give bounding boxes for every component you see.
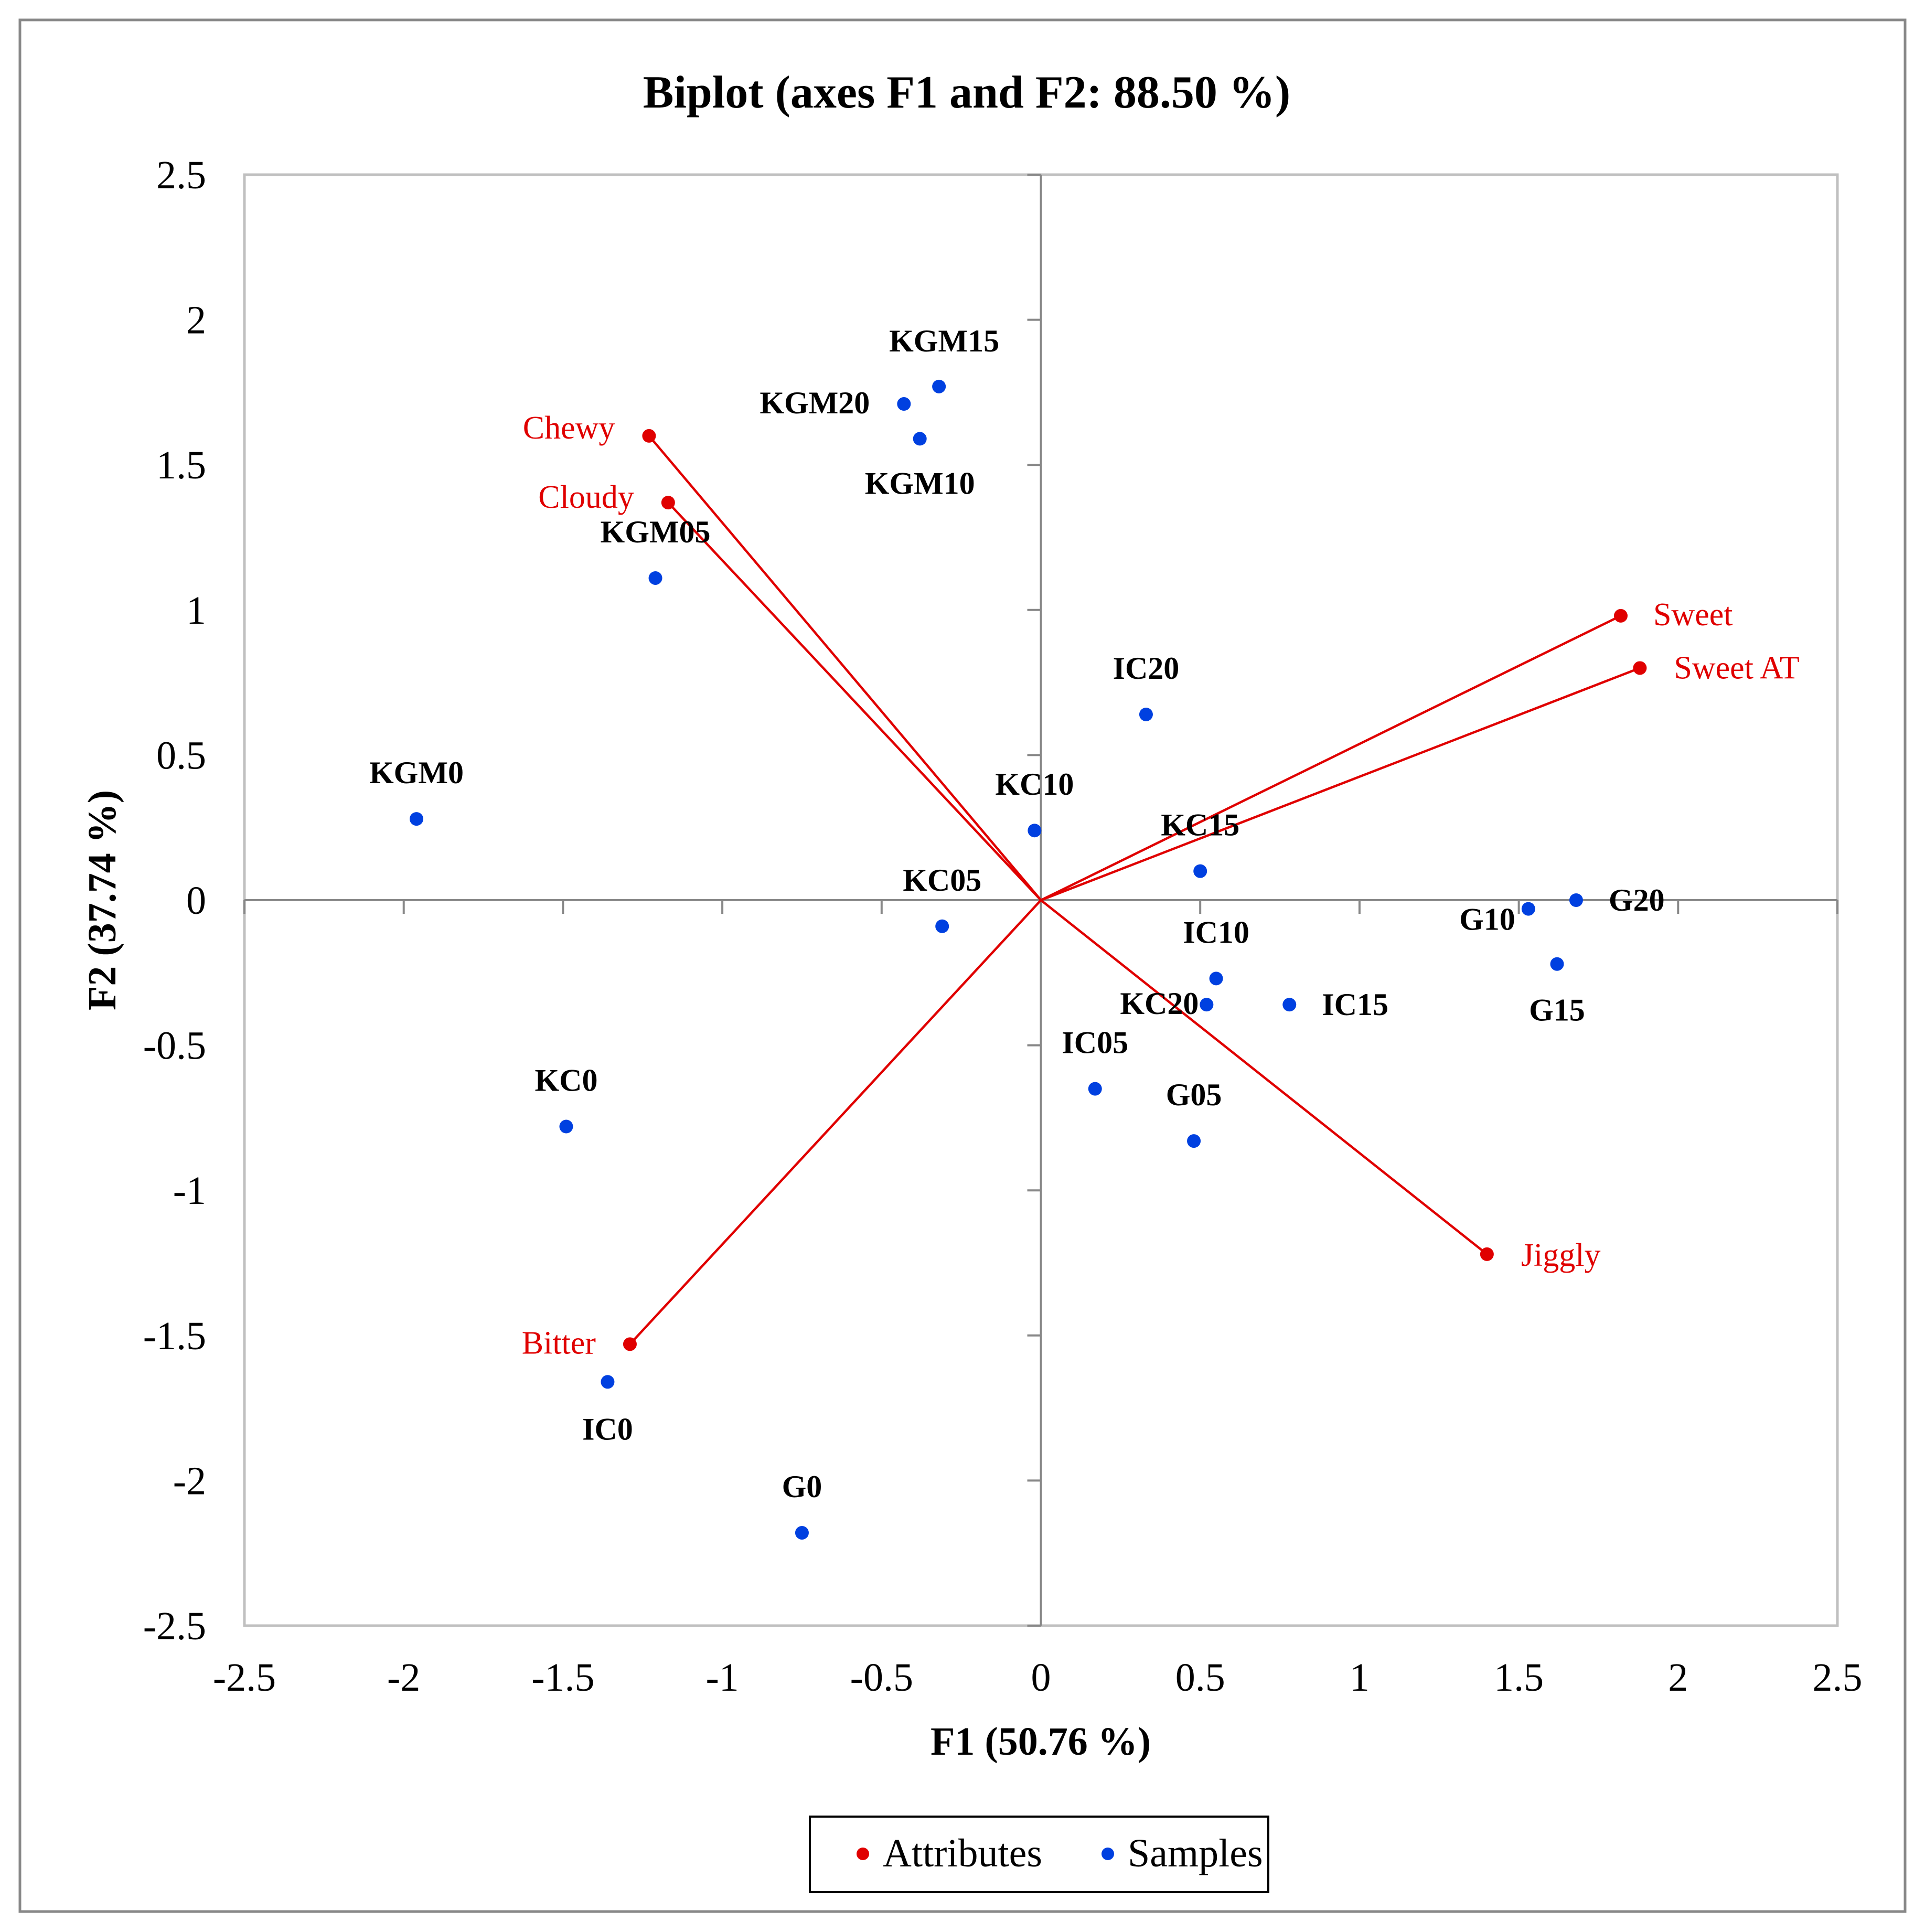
y-tick-label: 2: [186, 298, 206, 343]
legend-label-samples: Samples: [1128, 1831, 1263, 1875]
y-tick-label: -2: [173, 1459, 206, 1503]
sample-point-g10: [1521, 902, 1535, 916]
y-tick-label: 0.5: [156, 733, 206, 777]
sample-label-ic15: IC15: [1322, 987, 1388, 1022]
vector-chewy: [648, 435, 1042, 901]
sample-point-g15: [1550, 957, 1564, 971]
sample-label-g0: G0: [782, 1469, 822, 1504]
legend-label-attributes: Attributes: [883, 1831, 1042, 1875]
sample-label-g05: G05: [1166, 1077, 1222, 1112]
sample-label-ic10: IC10: [1183, 915, 1249, 949]
sample-point-ic0: [601, 1375, 615, 1389]
x-axis-title: F1 (50.76 %): [931, 1720, 1151, 1764]
y-tick-label: 1.5: [156, 443, 206, 487]
sample-label-kc10: KC10: [995, 767, 1074, 802]
x-tick-label: 2: [1668, 1656, 1688, 1700]
sample-point-ic10: [1209, 972, 1223, 986]
y-axis-title: F2 (37.74 %): [80, 790, 124, 1010]
attribute-label-sweet-at: Sweet AT: [1674, 650, 1799, 686]
vector-jiggly: [1040, 899, 1488, 1255]
sample-label-kgm05: KGM05: [601, 515, 711, 549]
sample-label-ic0: IC0: [582, 1412, 633, 1446]
vector-bitter: [629, 899, 1042, 1345]
sample-point-kc0: [559, 1119, 573, 1134]
sample-label-g20: G20: [1609, 883, 1665, 917]
legend-marker-samples: [1101, 1848, 1114, 1860]
point-labels: Chewy Cloudy Sweet Sweet AT Jiggly Bitter KGM1…: [369, 324, 1800, 1504]
sample-point-g0: [795, 1525, 809, 1540]
sample-point-kgm20: [897, 397, 911, 411]
vector-cloudy: [667, 501, 1042, 901]
sample-label-kc15: KC15: [1161, 808, 1239, 842]
sample-point-kc15: [1193, 864, 1207, 878]
vector-sweet: [1040, 614, 1621, 902]
y-tick-label: 2.5: [156, 153, 206, 197]
sample-point-ic20: [1139, 707, 1153, 721]
attribute-label-bitter: Bitter: [522, 1325, 596, 1361]
x-tick-label: -2: [387, 1656, 420, 1700]
y-tick-label: 1: [186, 589, 206, 633]
attribute-label-cloudy: Cloudy: [538, 479, 634, 515]
x-tick-label: -2.5: [213, 1656, 276, 1700]
y-tick-label: -2.5: [143, 1604, 206, 1648]
sample-label-kc20: KC20: [1120, 986, 1199, 1021]
sample-point-kc10: [1028, 824, 1042, 838]
x-tick-label: 1: [1350, 1656, 1370, 1700]
legend-marker-attributes: [857, 1848, 869, 1860]
x-tick-label: 2.5: [1813, 1656, 1863, 1700]
attribute-point-jiggly: [1480, 1247, 1494, 1261]
sample-point-kgm10: [913, 432, 927, 446]
attribute-label-jiggly: Jiggly: [1521, 1237, 1601, 1273]
sample-point-kc20: [1200, 998, 1214, 1012]
attribute-point-chewy: [642, 429, 656, 443]
y-tick-label: -1.5: [143, 1314, 206, 1358]
sample-label-kgm10: KGM10: [865, 466, 975, 500]
y-tick-label: -1: [173, 1169, 206, 1213]
y-axis-ticks: 2.5 2 1.5 1 0.5 0 -0.5 -1 -1.5 -2 -2.5: [143, 153, 1041, 1648]
sample-label-ic05: IC05: [1062, 1026, 1128, 1060]
sample-point-ic15: [1282, 998, 1297, 1012]
data-points: [409, 379, 1647, 1540]
x-tick-label: -1.5: [531, 1656, 594, 1700]
vector-sweet-at: [1040, 667, 1641, 902]
sample-label-kgm15: KGM15: [889, 324, 999, 358]
sample-label-kc05: KC05: [903, 863, 981, 898]
sample-label-kgm20: KGM20: [760, 386, 870, 420]
outer-frame: [18, 18, 1907, 1913]
legend-box: [809, 1816, 1269, 1893]
attribute-label-sweet: Sweet: [1653, 597, 1733, 633]
sample-point-g20: [1569, 893, 1583, 907]
sample-point-kgm15: [932, 379, 946, 393]
sample-label-g15: G15: [1529, 993, 1585, 1028]
x-tick-label: 1.5: [1494, 1656, 1544, 1700]
x-tick-label: 0.5: [1175, 1656, 1225, 1700]
sample-point-ic05: [1088, 1082, 1102, 1096]
y-tick-label: 0: [186, 879, 206, 923]
x-tick-label: -0.5: [850, 1656, 913, 1700]
x-tick-label: -1: [705, 1656, 739, 1700]
attribute-point-sweet-at: [1633, 661, 1647, 675]
attribute-vectors: [629, 435, 1641, 1345]
legend: Attributes Samples: [809, 1816, 1269, 1893]
sample-point-kgm05: [648, 571, 662, 585]
sample-label-kc0: KC0: [534, 1063, 597, 1097]
sample-point-kc05: [935, 919, 949, 933]
sample-point-kgm0: [409, 812, 423, 826]
chart-title: Biplot (axes F1 and F2: 88.50 %): [643, 67, 1290, 118]
attribute-point-sweet: [1613, 609, 1628, 623]
attribute-point-cloudy: [661, 496, 675, 510]
x-tick-label: 0: [1031, 1656, 1051, 1700]
sample-label-ic20: IC20: [1113, 651, 1180, 686]
x-axis-ticks: -2.5 -2 -1.5 -1 -0.5 0 0.5 1 1.5 2 2.5: [213, 900, 1863, 1700]
sample-label-g10: G10: [1459, 902, 1515, 937]
attribute-point-bitter: [623, 1337, 637, 1351]
attribute-label-chewy: Chewy: [523, 410, 615, 446]
sample-point-g05: [1187, 1134, 1201, 1148]
sample-label-kgm0: KGM0: [369, 755, 464, 790]
y-tick-label: -0.5: [143, 1024, 206, 1068]
